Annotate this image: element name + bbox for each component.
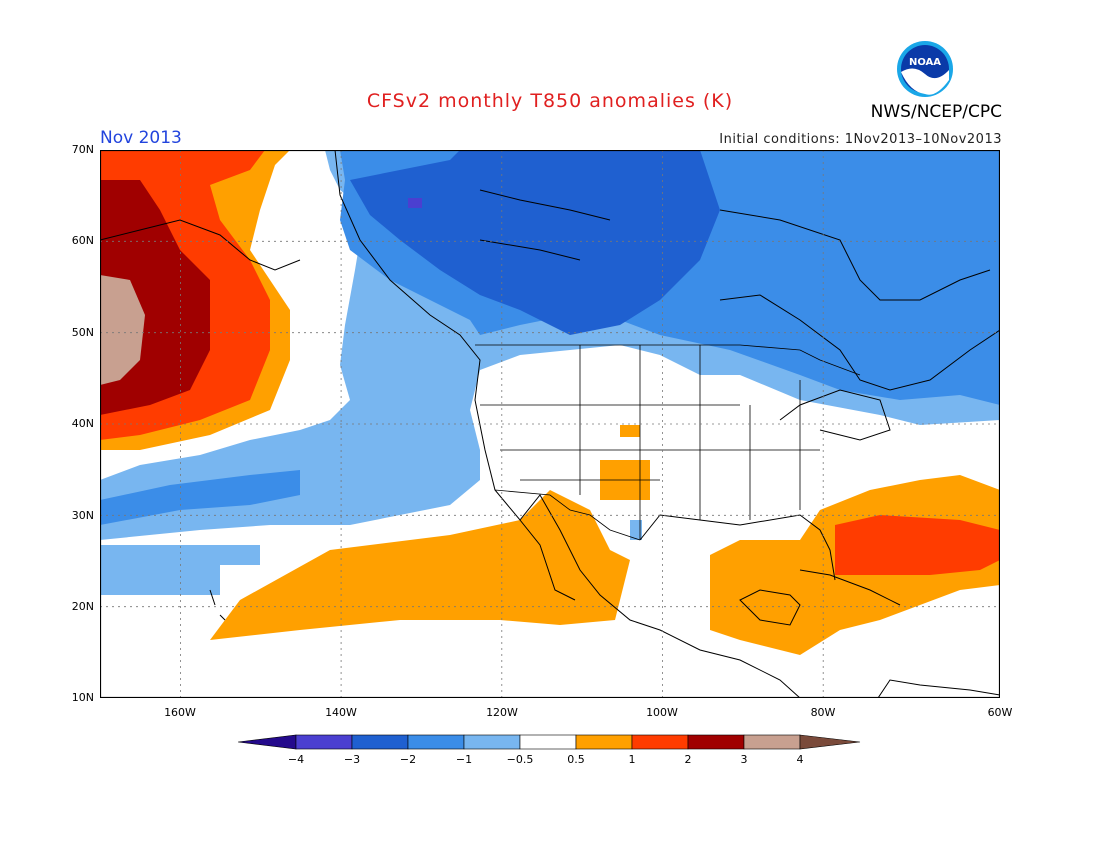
lat-label-60n: 60N <box>71 234 94 247</box>
colorbar-label: −0.5 <box>507 753 534 766</box>
colorbar-segment-8 <box>687 734 745 750</box>
lon-label-140w: 140W <box>325 706 357 719</box>
lat-label-20n: 20N <box>71 600 94 613</box>
noaa-logo-icon: NOAA <box>897 41 953 97</box>
lat-label-70n: 70N <box>71 143 94 156</box>
lon-label-120w: 120W <box>486 706 518 719</box>
lat-label-10n: 10N <box>71 691 94 704</box>
lat-label-50n: 50N <box>71 326 94 339</box>
colorbar-label: −3 <box>344 753 360 766</box>
lon-label-100w: 100W <box>646 706 678 719</box>
colorbar-segment-10 <box>799 734 861 750</box>
colorbar-segment-7 <box>631 734 689 750</box>
colorbar-segment-5 <box>519 734 577 750</box>
colorbar-label: 4 <box>797 753 804 766</box>
period-label: Nov 2013 <box>100 128 182 148</box>
logo-text: NOAA <box>909 57 941 68</box>
colorbar-label: 1 <box>629 753 636 766</box>
map-frame <box>100 150 1000 698</box>
colorbar-label: −1 <box>456 753 472 766</box>
colorbar-segment-9 <box>743 734 801 750</box>
colorbar-segment-1 <box>295 734 353 750</box>
anomaly-band-dark-blue <box>350 150 720 335</box>
lat-label-30n: 30N <box>71 509 94 522</box>
colorbar-label: −2 <box>400 753 416 766</box>
lon-label-80w: 80W <box>810 706 836 719</box>
coastlines <box>100 150 1000 698</box>
agency-label: NWS/NCEP/CPC <box>870 102 1002 122</box>
lon-label-160w: 160W <box>164 706 196 719</box>
political-borders <box>475 344 861 541</box>
colorbar: −4 −3 −2 −1 −0.5 0.5 1 2 3 4 <box>238 734 861 766</box>
colorbar-segment-3 <box>407 734 465 750</box>
colorbar-segment-0 <box>238 734 297 750</box>
colorbar-segment-2 <box>351 734 409 750</box>
initial-conditions-label: Initial conditions: 1Nov2013–10Nov2013 <box>719 132 1002 147</box>
colorbar-segment-6 <box>575 734 633 750</box>
lon-label-60w: 60W <box>987 706 1013 719</box>
colorbar-segment-4 <box>463 734 521 750</box>
chart-title: CFSv2 monthly T850 anomalies (K) <box>366 90 734 112</box>
colorbar-label: −4 <box>288 753 304 766</box>
anomaly-band-tan <box>100 275 145 385</box>
anomaly-map <box>100 150 1000 698</box>
colorbar-label: 3 <box>741 753 748 766</box>
colorbar-label: 0.5 <box>567 753 585 766</box>
gridlines <box>100 150 1000 698</box>
lat-label-40n: 40N <box>71 417 94 430</box>
colorbar-label: 2 <box>685 753 692 766</box>
